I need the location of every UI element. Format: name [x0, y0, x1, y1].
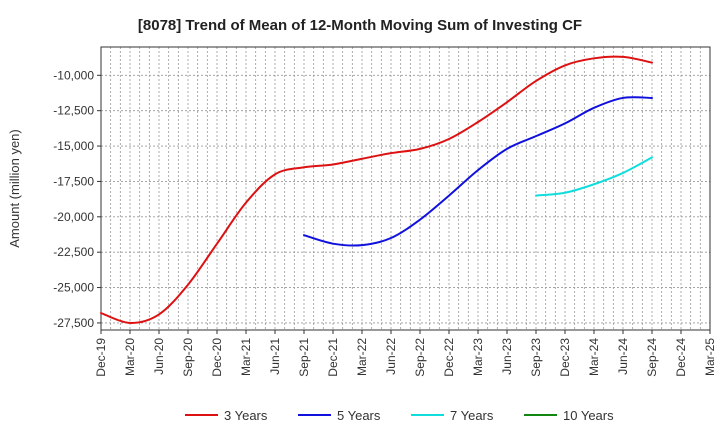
x-tick-label: Dec-22 — [442, 338, 456, 377]
series-line-5-years — [303, 96, 653, 247]
x-tick-label: Sep-20 — [181, 338, 195, 377]
chart-title: [8078] Trend of Mean of 12-Month Moving … — [138, 17, 582, 34]
y-tick-label: -22,500 — [53, 245, 94, 259]
x-tick-label: Sep-23 — [529, 338, 543, 377]
x-tick-label: Dec-21 — [326, 338, 340, 377]
y-tick-label: -15,000 — [53, 139, 94, 153]
x-tick-label: Dec-20 — [210, 338, 224, 377]
legend: 3 Years 5 Years 7 Years 10 Years — [185, 408, 614, 423]
series-lines — [100, 55, 653, 324]
x-tick-label: Dec-23 — [558, 338, 572, 377]
axes: -10,000 -12,500 -15,000 -17,500 -20,000 -22,5… — [53, 46, 717, 377]
x-tick-label: Sep-24 — [645, 338, 659, 377]
x-tick-label: Mar-23 — [471, 338, 485, 376]
x-tick-label: Jun-22 — [384, 338, 398, 375]
x-tick-label: Mar-25 — [703, 338, 717, 376]
y-tick-label: -27,500 — [53, 316, 94, 330]
x-tick-label: Mar-24 — [587, 338, 601, 376]
y-tick-label: -20,000 — [53, 210, 94, 224]
legend-label-7-years: 7 Years — [450, 408, 494, 423]
series-line-3-years — [100, 55, 653, 324]
x-tick-label: Sep-22 — [413, 338, 427, 377]
plot-border — [100, 46, 711, 331]
x-tick-label: Mar-21 — [239, 338, 253, 376]
plot-area — [101, 47, 710, 330]
y-tick-label: -12,500 — [53, 104, 94, 118]
series-line-7-years — [535, 156, 653, 197]
x-tick-label: Mar-20 — [123, 338, 137, 376]
y-axis-label: Amount (million yen) — [7, 129, 22, 248]
grid — [100, 47, 711, 330]
y-tick-label: -25,000 — [53, 281, 94, 295]
x-tick-label: Dec-19 — [94, 338, 108, 377]
legend-label-10-years: 10 Years — [563, 408, 614, 423]
x-tick-label: Jun-20 — [152, 338, 166, 375]
x-tick-label: Sep-21 — [297, 338, 311, 377]
y-tick-label: -17,500 — [53, 174, 94, 188]
x-tick-label: Jun-24 — [616, 338, 630, 375]
x-tick-label: Jun-21 — [268, 338, 282, 375]
x-tick-label: Mar-22 — [355, 338, 369, 376]
legend-label-5-years: 5 Years — [337, 408, 381, 423]
x-tick-label: Jun-23 — [500, 338, 514, 375]
x-tick-label: Dec-24 — [674, 338, 688, 377]
y-tick-label: -10,000 — [53, 68, 94, 82]
legend-label-3-years: 3 Years — [224, 408, 268, 423]
